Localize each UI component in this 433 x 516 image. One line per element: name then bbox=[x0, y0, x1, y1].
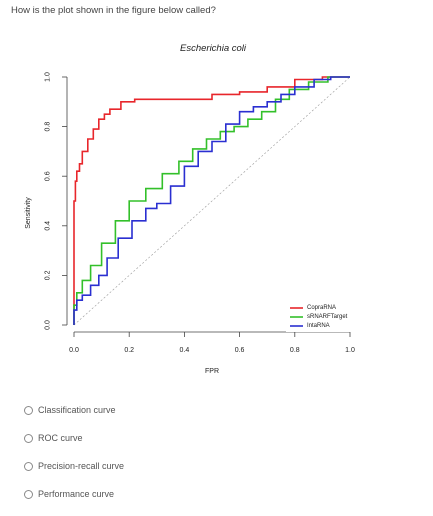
series-line-3 bbox=[73, 76, 350, 325]
y-tick-label: 0.0 bbox=[45, 320, 52, 330]
x-tick-label: 0.0 bbox=[69, 347, 79, 354]
x-tick-label: 1.0 bbox=[345, 347, 355, 354]
x-tick-label: 0.6 bbox=[235, 347, 245, 354]
x-axis-label: FPR bbox=[205, 368, 219, 375]
legend-label: IntaRNA bbox=[307, 323, 330, 329]
option-classification-curve[interactable]: Classification curve bbox=[24, 404, 124, 416]
legend-label: sRNARFTarget bbox=[307, 314, 348, 320]
option-label: Classification curve bbox=[38, 405, 116, 415]
radio-icon[interactable] bbox=[24, 405, 33, 415]
roc-figure: Escherichia coli 0.0 0.2 0.4 0.6 0.8 1.0 0.0 0.2… bbox=[25, 43, 355, 375]
y-tick-label: 0.4 bbox=[45, 221, 52, 231]
x-tick-label: 0.2 bbox=[124, 347, 134, 354]
radio-icon[interactable] bbox=[24, 461, 33, 471]
x-tick-label: 0.4 bbox=[180, 347, 190, 354]
radio-icon[interactable] bbox=[24, 489, 33, 499]
y-tick-label: 0.2 bbox=[45, 270, 52, 280]
answer-options: Classification curve ROC curve Precision… bbox=[24, 404, 124, 516]
option-performance-curve[interactable]: Performance curve bbox=[24, 488, 124, 500]
question-text: How is the plot shown in the figure belo… bbox=[11, 5, 216, 16]
series-line-1 bbox=[73, 76, 350, 325]
y-tick-label: 0.8 bbox=[45, 122, 52, 132]
roc-chart: Escherichia coli 0.0 0.2 0.4 0.6 0.8 1.0 0.0 0.2… bbox=[25, 43, 355, 375]
series-line-2 bbox=[73, 76, 350, 325]
legend-label: CopraRNA bbox=[307, 305, 336, 311]
chart-title: Escherichia coli bbox=[180, 43, 247, 54]
option-label: Precision-recall curve bbox=[38, 461, 125, 471]
x-tick-label: 0.8 bbox=[290, 347, 300, 354]
option-precision-recall-curve[interactable]: Precision-recall curve bbox=[24, 460, 124, 472]
diagonal-reference-line bbox=[73, 76, 351, 326]
y-tick-label: 0.6 bbox=[45, 171, 52, 181]
radio-icon[interactable] bbox=[24, 433, 33, 443]
option-label: ROC curve bbox=[38, 433, 83, 443]
y-tick-label: 1.0 bbox=[45, 72, 52, 82]
option-label: Performance curve bbox=[38, 489, 115, 499]
y-axis-label: Sensitivity bbox=[25, 197, 32, 229]
option-roc-curve[interactable]: ROC curve bbox=[24, 432, 124, 444]
